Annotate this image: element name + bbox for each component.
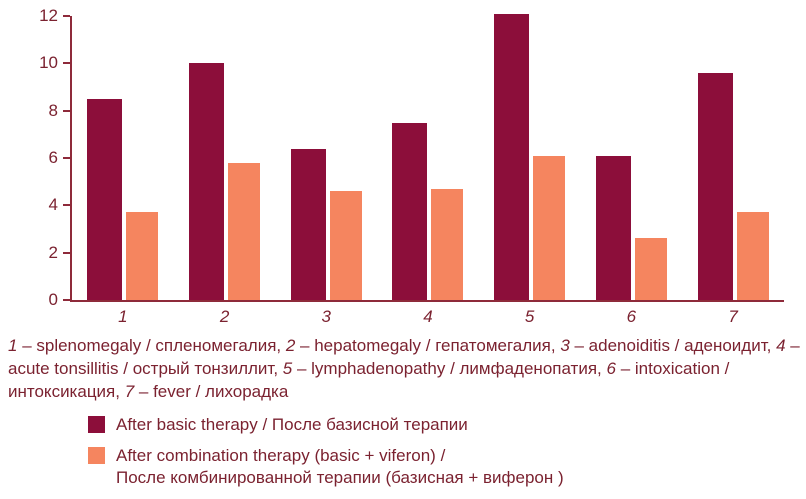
bar-series1-cat1 (87, 98, 123, 300)
caption-number: 4 (776, 336, 786, 355)
y-tick-mark (63, 109, 70, 112)
y-tick-mark (63, 299, 70, 301)
y-tick-label: 2 (48, 242, 58, 262)
x-axis-label-5: 5 (524, 307, 535, 326)
bar-series2-cat6 (634, 238, 667, 300)
legend-label-1: After basic therapy / После базисной тер… (116, 415, 468, 434)
bar-group-6: 6 (595, 16, 667, 325)
legend-label-2: After combination therapy (basic + vifer… (116, 446, 564, 487)
caption-number: 1 (8, 336, 18, 355)
bar-series2-cat7 (736, 212, 769, 300)
caption-number: 6 (606, 359, 616, 378)
y-tick-label: 4 (48, 195, 58, 215)
bar-series2-cat2 (228, 162, 261, 300)
caption-text: – adenoiditis / аденоидит, (569, 336, 777, 355)
y-tick-label: 12 (39, 6, 58, 25)
caption-number: 5 (282, 359, 293, 378)
y-tick-label: 0 (48, 290, 58, 309)
caption-number: 7 (124, 382, 135, 401)
bar-series1-cat5 (494, 13, 530, 300)
caption-text: – fever / лихорадка (134, 382, 289, 401)
y-tick-mark (63, 204, 70, 207)
bar-series1-cat3 (290, 148, 326, 300)
bar-group-2: 2 (189, 16, 261, 325)
legend: After basic therapy / После базисной тер… (88, 414, 564, 489)
x-axis-label-3: 3 (321, 307, 331, 326)
bar-group-7: 7 (697, 16, 769, 325)
bar-series2-cat4 (431, 188, 464, 300)
legend-swatch-2 (88, 447, 105, 464)
y-tick-label: 8 (48, 100, 58, 120)
bar-series1-cat6 (595, 155, 631, 300)
y-tick-mark (63, 15, 70, 17)
bar-series2-cat1 (126, 212, 159, 300)
caption-text: – lymphadenopathy / лимфаденопатия, (292, 359, 607, 378)
y-tick-mark (63, 62, 70, 65)
caption-text: – splenomegaly / спленомегалия, (17, 336, 286, 355)
bar-group-5: 5 (494, 13, 566, 325)
legend-swatch-1 (88, 416, 105, 433)
x-axis-label-2: 2 (219, 307, 230, 326)
bar-group-1: 1 (87, 16, 159, 325)
bar-group-3: 3 (290, 16, 362, 325)
caption-text: – hepatomegaly / гепатомегалия, (295, 336, 561, 355)
caption-number: 2 (285, 336, 296, 355)
caption-number: 3 (560, 336, 570, 355)
y-tick-mark (63, 251, 70, 254)
legend-item-1: After basic therapy / После базисной тер… (88, 414, 564, 436)
x-axis-label-1: 1 (118, 307, 128, 326)
caption-text: – intoxication / интоксикация, (8, 359, 730, 401)
plot-area: 0 2 4 6 8 10 12 1 2 3 4 5 6 7 (39, 7, 784, 325)
bar-series2-cat3 (329, 191, 362, 300)
chart-caption: 1 – splenomegaly / спленомегалия, 2 – he… (8, 334, 800, 403)
caption-text: – acute tonsillitis / острый тонзиллит, (8, 336, 800, 378)
y-tick-label: 10 (39, 53, 58, 73)
y-tick-mark (63, 157, 70, 159)
x-axis-label-4: 4 (423, 307, 433, 326)
x-axis-label-6: 6 (626, 307, 637, 326)
bar-group-4: 4 (392, 16, 464, 325)
y-tick-label: 6 (48, 148, 58, 167)
bar-series1-cat4 (392, 122, 428, 300)
bar-series1-cat7 (697, 72, 733, 300)
legend-item-2: After combination therapy (basic + vifer… (88, 445, 564, 489)
bar-series1-cat2 (189, 63, 225, 300)
bar-series2-cat5 (533, 155, 566, 300)
x-axis-label-7: 7 (728, 307, 738, 326)
